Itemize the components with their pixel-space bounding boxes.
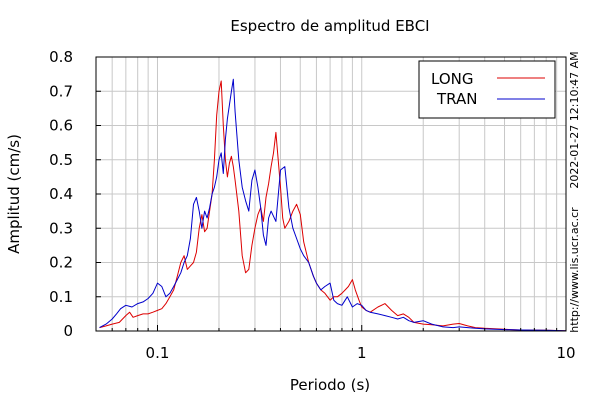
legend-entry-tran: TRAN bbox=[436, 90, 477, 108]
series-line-tran bbox=[99, 78, 567, 332]
timestamp-label: 2022-01-27 12:10:47 AM bbox=[568, 51, 581, 188]
y-tick-label: 0.4 bbox=[49, 185, 73, 203]
x-tick-label: 10 bbox=[556, 344, 575, 362]
y-tick-label: 0.1 bbox=[49, 288, 73, 306]
x-tick-label: 1 bbox=[357, 344, 367, 362]
legend: LONG TRAN bbox=[418, 60, 556, 119]
series-lines bbox=[99, 78, 567, 332]
y-tick-label: 0.3 bbox=[49, 219, 73, 237]
series-line-long bbox=[99, 80, 567, 332]
x-axis-label: Periodo (s) bbox=[290, 376, 370, 394]
legend-entry-long: LONG bbox=[431, 70, 473, 88]
y-tick-label: 0.7 bbox=[49, 82, 73, 100]
source-url-label: http://www.lis.ucr.ac.cr bbox=[568, 207, 581, 333]
y-axis-label: Amplitud (cm/s) bbox=[5, 134, 23, 254]
y-tick-label: 0.6 bbox=[49, 117, 73, 135]
y-tick-label: 0.2 bbox=[49, 254, 73, 272]
x-tick-label: 0.1 bbox=[146, 344, 170, 362]
chart-title: Espectro de amplitud EBCI bbox=[230, 17, 429, 35]
axis-ticks: 0 0.1 0.2 0.3 0.4 0.5 0.6 0.7 0.8 0.1 1 10 bbox=[49, 48, 575, 362]
y-tick-label: 0.8 bbox=[49, 48, 73, 66]
y-tick-label: 0.5 bbox=[49, 151, 73, 169]
legend-box bbox=[418, 60, 556, 119]
y-tick-label: 0 bbox=[63, 322, 73, 340]
